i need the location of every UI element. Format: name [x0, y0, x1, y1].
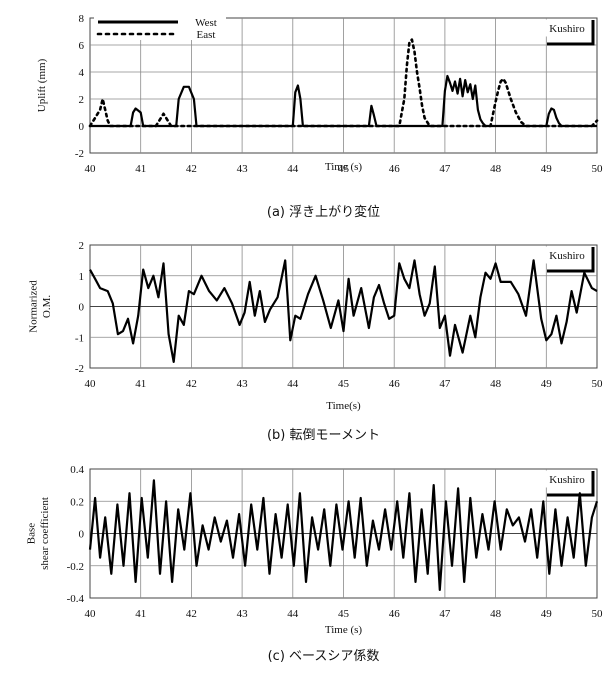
x-tick-label: 40: [85, 608, 97, 620]
badge-label: Kushiro: [549, 23, 585, 35]
series-line-series-0: [89, 259, 598, 363]
x-tick-label: 47: [439, 608, 451, 620]
x-tick-label: 48: [490, 163, 502, 175]
x-axis-label: Time(s): [326, 400, 361, 412]
chart-caption: (b) 転倒モーメント: [267, 428, 380, 443]
y-tick-label: 6: [79, 40, 85, 52]
series-line-east: [88, 38, 599, 128]
y-tick-label: 2: [79, 240, 85, 252]
legend-bg: [94, 28, 226, 40]
x-tick-label: 50: [592, 608, 604, 620]
y-tick-label: -1: [75, 332, 84, 344]
x-tick-label: 43: [237, 163, 249, 175]
y-tick-label: -2: [75, 363, 84, 375]
y-tick-label: 0: [79, 529, 85, 541]
x-tick-label: 50: [592, 378, 604, 390]
y-tick-label: -0.2: [67, 561, 84, 573]
x-tick-label: 45: [338, 608, 350, 620]
x-tick-label: 42: [186, 608, 197, 620]
y-tick-label: 0.2: [70, 496, 84, 508]
y-tick-label: -0.4: [67, 593, 85, 605]
x-tick-label: 49: [541, 608, 553, 620]
x-tick-label: 41: [135, 378, 146, 390]
x-tick-label: 42: [186, 378, 197, 390]
x-tick-label: 44: [287, 378, 299, 390]
series-line-series-0: [88, 479, 599, 592]
chart-caption: (c) ベースシア係数: [268, 649, 380, 664]
y-tick-label: 0: [79, 121, 85, 133]
x-tick-label: 45: [338, 163, 350, 175]
y-axis-label: Uplift (mm): [36, 58, 48, 112]
y-tick-label: -2: [75, 148, 84, 160]
x-tick-label: 49: [541, 378, 553, 390]
x-axis-label: Time (s): [325, 624, 363, 636]
y-tick-label: 8: [79, 13, 85, 25]
badge-label: Kushiro: [549, 474, 585, 486]
legend-label: East: [197, 29, 216, 41]
x-tick-label: 41: [135, 163, 146, 175]
badge-bracket: [547, 20, 595, 46]
x-tick-label: 48: [490, 608, 502, 620]
chart-base-shear: 40 41 42 43 44 45 46 47 48 49 50 -0.4 -0.2 0 0.2 0.4 Tim…: [26, 464, 603, 664]
x-tick-label: 47: [439, 378, 451, 390]
x-tick-label: 43: [237, 378, 249, 390]
x-tick-label: 46: [389, 163, 401, 175]
x-tick-label: 46: [389, 378, 401, 390]
y-tick-label: 0.4: [70, 464, 84, 476]
x-tick-label: 50: [592, 163, 604, 175]
x-tick-label: 40: [85, 163, 97, 175]
x-tick-label: 46: [389, 608, 401, 620]
y-tick-label: 0: [79, 302, 85, 314]
badge-bracket: [547, 247, 595, 273]
badge-label: Kushiro: [549, 250, 585, 262]
chart-overturning-moment: 40 41 42 43 44 45 46 47 48 49 50 -2 -1 0 1 2 Time(s) Norm…: [28, 240, 603, 443]
x-tick-label: 44: [287, 608, 299, 620]
x-tick-label: 45: [338, 378, 350, 390]
badge-bracket: [547, 471, 595, 497]
y-tick-label: 1: [79, 271, 85, 283]
x-tick-label: 49: [541, 163, 553, 175]
x-axis-label: Time (s): [325, 161, 363, 173]
x-tick-label: 43: [237, 608, 249, 620]
y-tick-label: 2: [79, 94, 85, 106]
legend-label: West: [195, 17, 217, 29]
badge-box: [544, 246, 590, 264]
series-line-west: [90, 74, 597, 128]
badge-box: [544, 470, 590, 488]
x-tick-label: 48: [490, 378, 502, 390]
x-tick-label: 47: [439, 163, 451, 175]
y-axis-label: NormarizedO.M.: [28, 280, 53, 333]
y-tick-label: 4: [79, 67, 85, 79]
x-tick-label: 40: [85, 378, 97, 390]
y-axis-label: Baseshear coefficient: [26, 497, 51, 570]
badge-box: [544, 19, 590, 37]
chart-caption: (a) 浮き上がり変位: [267, 204, 380, 220]
x-tick-label: 44: [287, 163, 299, 175]
x-tick-label: 42: [186, 163, 197, 175]
x-tick-label: 41: [135, 608, 146, 620]
